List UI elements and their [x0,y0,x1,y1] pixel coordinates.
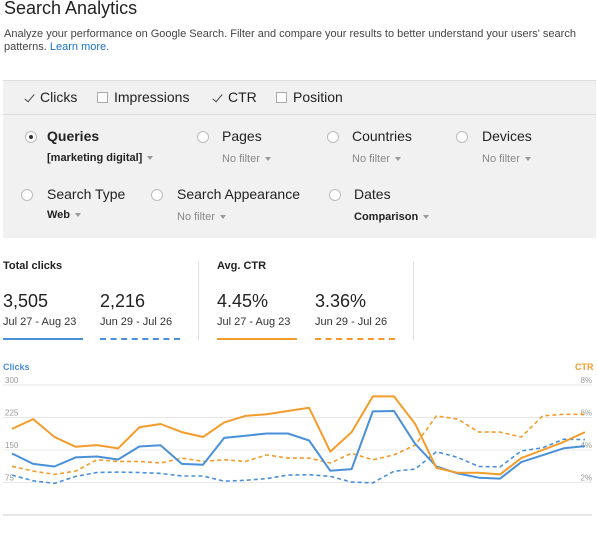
left-tick-label: 225 [5,409,19,418]
ctr-current-range: Jul 27 - Aug 23 [217,316,291,328]
search-appearance-dropdown[interactable]: No filter [177,211,226,223]
search-appearance-label: Search Appearance [177,186,300,202]
ctr-previous-range: Jun 29 - Jul 26 [315,316,388,328]
performance-chart[interactable]: 300 8% 225 6% 150 4% 75 2% [0,375,597,535]
metric-position-label: Position [293,89,343,105]
clicks-previous-range: Jun 29 - Jul 26 [100,316,173,328]
countries-filter-dropdown[interactable]: No filter [352,153,401,165]
filter-panel: Clicks Impressions CTR Position Queries … [3,80,596,238]
dates-dropdown[interactable]: Comparison [354,211,430,223]
chevron-down-icon [219,215,226,220]
page-description: Analyze your performance on Google Searc… [4,28,589,54]
metric-clicks-label: Clicks [40,89,78,105]
chevron-down-icon [75,213,82,218]
ctr-previous-legend-line [315,338,395,340]
clicks-current-range: Jul 27 - Aug 23 [3,316,77,328]
chevron-down-icon [524,157,531,162]
chart-ticks: 300 8% 225 6% 150 4% 75 2% [5,376,592,483]
chevron-down-icon [394,157,401,162]
search-appearance-value: No filter [177,211,215,223]
right-tick-label: 2% [580,474,592,483]
metric-position[interactable]: Position [276,89,343,105]
metric-clicks[interactable]: Clicks [23,89,77,105]
left-tick-label: 150 [5,441,19,450]
devices-label: Devices [482,128,532,144]
countries-radio[interactable] [327,131,339,143]
clicks-current-legend-line [3,338,83,340]
total-clicks-heading: Total clicks [3,260,63,272]
chevron-down-icon [423,215,430,220]
avg-ctr-heading: Avg. CTR [217,260,267,272]
position-checkbox[interactable] [276,91,287,103]
search-appearance-radio[interactable] [151,189,163,201]
metric-impressions-label: Impressions [114,89,190,105]
metric-impressions[interactable]: Impressions [97,89,189,105]
pages-filter-dropdown[interactable]: No filter [222,153,271,165]
learn-more-link[interactable]: Learn more. [49,41,110,53]
ctr-current-legend-line [217,338,297,340]
queries-filter-dropdown[interactable]: [marketing digital] [47,152,154,164]
right-tick-label: 8% [580,376,592,385]
stats-divider-right [413,262,414,340]
left-tick-label: 300 [5,376,19,385]
search-type-label: Search Type [47,186,126,202]
ctr-checkbox[interactable] [211,92,222,103]
devices-filter-value: No filter [482,153,520,165]
ctr-current-value: 4.45% [217,291,269,311]
dates-label: Dates [354,186,391,202]
clicks-previous-legend-line [100,338,180,340]
pages-radio[interactable] [197,131,209,143]
pages-label: Pages [222,128,262,144]
impressions-checkbox[interactable] [97,91,108,103]
search-type-radio[interactable] [21,189,33,201]
right-tick-label: 4% [580,441,592,450]
chart-series [11,395,586,485]
chevron-down-icon [147,156,154,161]
countries-filter-value: No filter [352,153,390,165]
ctr-previous-value: 3.36% [315,291,367,311]
search-type-dropdown[interactable]: Web [47,209,82,221]
clicks-previous-value: 2,216 [100,291,146,311]
left-tick-label: 75 [5,474,14,483]
metric-ctr-label: CTR [228,89,257,105]
queries-filter-value: [marketing digital] [47,152,143,164]
devices-radio[interactable] [456,131,468,143]
countries-label: Countries [352,128,412,144]
description-text: Analyze your performance on Google Searc… [4,28,576,53]
pages-filter-value: No filter [222,153,260,165]
clicks-previous-series-line [11,438,586,485]
metric-ctr[interactable]: CTR [211,89,257,105]
stats-divider [198,262,199,340]
dates-radio[interactable] [329,189,341,201]
chart-grid [3,384,592,516]
ctr-previous-series-line [11,413,585,476]
page-title: Search Analytics [4,0,138,18]
search-type-value: Web [47,209,71,221]
ctr-axis-label: CTR [575,362,594,372]
clicks-checkbox[interactable] [23,92,34,103]
dates-value: Comparison [354,211,419,223]
clicks-current-series-line [11,410,586,480]
metric-selector: Clicks Impressions CTR Position [3,81,596,115]
clicks-axis-label: Clicks [3,362,30,372]
clicks-current-value: 3,505 [3,291,49,311]
queries-label: Queries [47,128,100,144]
chevron-down-icon [264,157,271,162]
right-tick-label: 6% [580,409,592,418]
devices-filter-dropdown[interactable]: No filter [482,153,531,165]
queries-radio[interactable] [25,131,37,143]
ctr-current-series-line [11,395,586,476]
